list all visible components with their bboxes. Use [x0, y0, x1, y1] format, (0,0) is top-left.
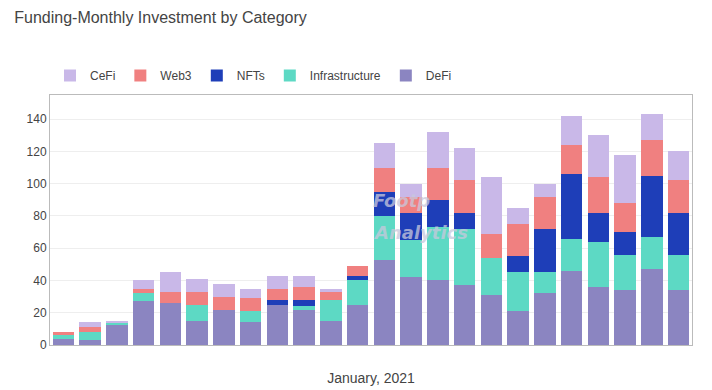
svg-text:Infrastructure: Infrastructure — [310, 69, 381, 83]
svg-text:Footp: Footp — [373, 190, 430, 211]
svg-text:0: 0 — [40, 338, 47, 352]
svg-text:CeFi: CeFi — [90, 69, 115, 83]
svg-text:Analytics: Analytics — [373, 222, 468, 243]
svg-text:120: 120 — [27, 145, 47, 159]
svg-text:DeFi: DeFi — [426, 69, 451, 83]
svg-text:80: 80 — [33, 209, 47, 223]
svg-text:Funding-Monthly Investment by: Funding-Monthly Investment by Category — [14, 9, 307, 26]
svg-text:140: 140 — [27, 112, 47, 126]
svg-text:January, 2021: January, 2021 — [327, 370, 415, 386]
svg-text:NFTs: NFTs — [237, 69, 265, 83]
svg-text:40: 40 — [33, 274, 47, 288]
svg-text:20: 20 — [33, 306, 47, 320]
svg-text:100: 100 — [27, 177, 47, 191]
svg-text:Web3: Web3 — [160, 69, 191, 83]
svg-text:60: 60 — [33, 241, 47, 255]
